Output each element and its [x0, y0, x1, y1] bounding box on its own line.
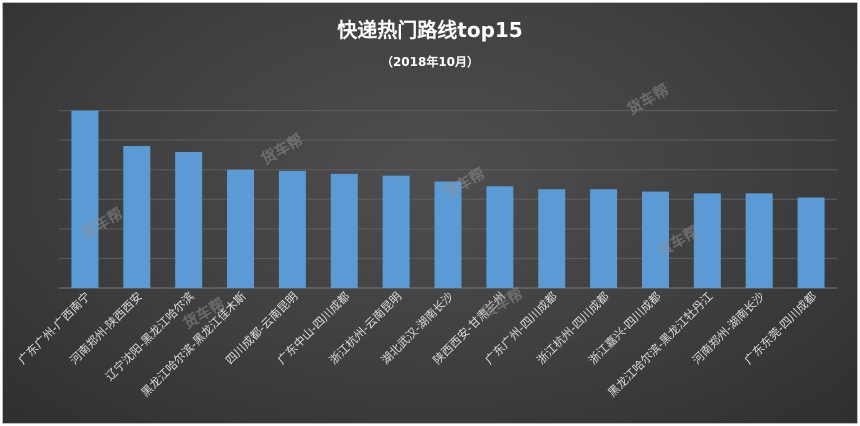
bar — [382, 175, 410, 288]
watermark-text: 货车帮 — [624, 80, 672, 118]
bar — [123, 146, 151, 288]
bar-series — [71, 110, 825, 288]
bar — [693, 193, 721, 288]
chart-title: 快递热门路线top15 — [337, 18, 522, 42]
bar — [71, 110, 99, 288]
bar — [278, 170, 306, 288]
watermark-text: 货车帮 — [258, 130, 306, 168]
bar — [486, 186, 514, 288]
bar — [745, 193, 773, 288]
chart-subtitle: （2018年10月） — [381, 54, 479, 69]
bar — [434, 181, 462, 288]
x-tick-label: 黑龙江哈尔滨-黑龙江佳木斯 — [138, 289, 249, 400]
watermark-text: 货车帮 — [478, 284, 526, 322]
bar — [590, 189, 618, 288]
bar — [797, 197, 825, 288]
bar — [227, 169, 255, 288]
bar — [538, 189, 566, 288]
bar — [175, 151, 203, 288]
chart-svg: 快递热门路线top15 （2018年10月） 广东广州-广西南宁河南郑州-陕西西… — [15, 18, 837, 400]
x-tick-label: 黑龙江哈尔滨-黑龙江牡丹江 — [605, 289, 716, 400]
x-axis-tick-labels: 广东广州-广西南宁河南郑州-陕西西安辽宁沈阳-黑龙江哈尔滨黑龙江哈尔滨-黑龙江佳… — [15, 289, 819, 400]
bar — [641, 191, 669, 288]
x-tick-label: 辽宁沈阳-黑龙江哈尔滨 — [103, 289, 198, 384]
bar — [330, 173, 358, 288]
